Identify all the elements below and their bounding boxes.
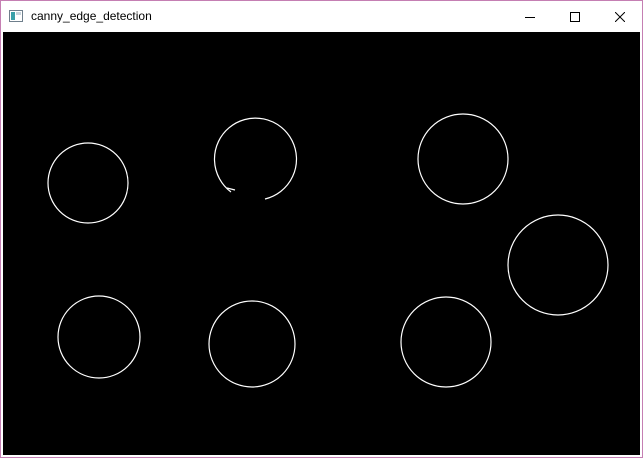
- minimize-icon: [524, 12, 535, 22]
- edge-circle: [208, 300, 296, 388]
- edge-circle: [213, 117, 298, 200]
- edge-circle: [417, 113, 509, 205]
- edge-circle: [57, 295, 141, 379]
- opencv-window-icon: [9, 9, 23, 22]
- edge-circle: [400, 296, 492, 388]
- edge-circle: [47, 142, 129, 224]
- title-bar[interactable]: canny_edge_detection: [1, 1, 642, 32]
- minimize-button[interactable]: [507, 1, 552, 32]
- close-button[interactable]: [597, 1, 642, 32]
- close-icon: [614, 11, 625, 22]
- window-title: canny_edge_detection: [31, 9, 152, 23]
- edge-circle: [507, 214, 609, 316]
- maximize-button[interactable]: [552, 1, 597, 32]
- edge-circle: [226, 187, 236, 191]
- edge-image-canvas: [3, 32, 640, 455]
- maximize-icon: [569, 11, 580, 22]
